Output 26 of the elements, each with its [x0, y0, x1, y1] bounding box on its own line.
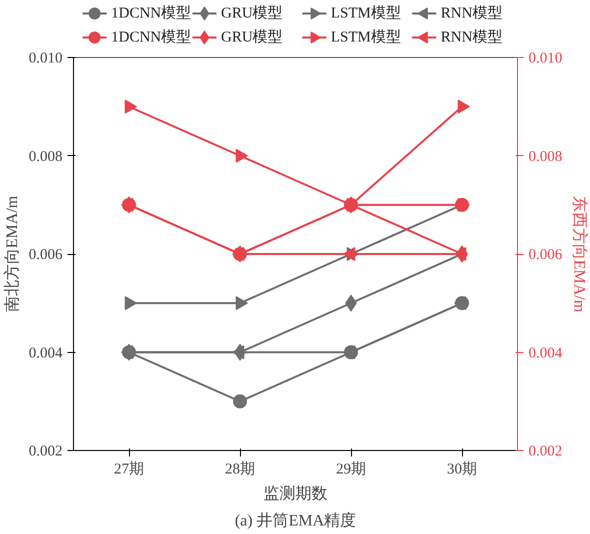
x-tick-label: 29期: [336, 460, 366, 478]
y-tick-label: 0.010: [28, 50, 62, 66]
y2-tick-label: 0.002: [528, 444, 562, 460]
x-tick-label: 30期: [447, 460, 477, 478]
y-tick-label: 0.006: [28, 247, 63, 263]
legend-label: RNN模型: [440, 4, 502, 22]
y2-tick-label: 0.006: [528, 247, 563, 263]
y-axis-title: 南北方向EMA/m: [2, 195, 21, 312]
legend-label: GRU模型: [221, 28, 283, 46]
y-tick-label: 0.002: [28, 444, 62, 460]
y2-tick-label: 0.004: [528, 345, 563, 362]
legend-label: LSTM模型: [330, 4, 401, 22]
legend-label: 1DCNN模型: [111, 28, 192, 46]
x-axis-title: 监测期数: [264, 484, 328, 502]
x-tick-label: 28期: [225, 460, 255, 478]
legend-label: 1DCNN模型: [111, 4, 192, 22]
y2-tick-label: 0.010: [528, 50, 562, 66]
y2-axis-title: 东西方向EMA/m: [570, 196, 588, 313]
y-tick-label: 0.004: [28, 345, 63, 362]
legend-label: RNN模型: [440, 28, 502, 46]
y2-tick-label: 0.008: [528, 148, 562, 165]
y-tick-label: 0.008: [28, 148, 62, 165]
legend-label: GRU模型: [221, 4, 283, 22]
legend-label: LSTM模型: [330, 28, 401, 46]
x-tick-label: 27期: [114, 460, 144, 478]
text: (a) 井筒EMA精度: [234, 512, 356, 530]
